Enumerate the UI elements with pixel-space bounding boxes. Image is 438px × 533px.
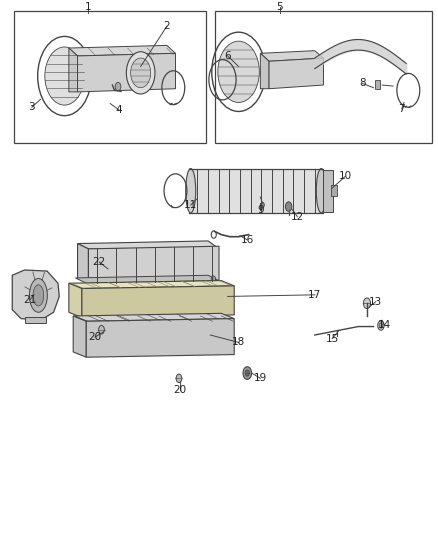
Text: 16: 16 xyxy=(240,235,254,245)
Text: 12: 12 xyxy=(291,212,304,222)
Bar xyxy=(188,168,323,213)
Polygon shape xyxy=(69,283,82,318)
Bar xyxy=(375,80,380,89)
Bar xyxy=(14,11,206,143)
Text: 2: 2 xyxy=(163,21,170,31)
Polygon shape xyxy=(82,286,234,318)
Ellipse shape xyxy=(131,58,151,87)
Text: 18: 18 xyxy=(232,337,245,348)
Text: 5: 5 xyxy=(277,2,283,12)
Ellipse shape xyxy=(115,83,121,91)
Polygon shape xyxy=(78,53,176,92)
Text: 15: 15 xyxy=(325,334,339,344)
Ellipse shape xyxy=(186,168,196,213)
Ellipse shape xyxy=(261,203,264,208)
Ellipse shape xyxy=(364,298,371,309)
Polygon shape xyxy=(260,51,323,61)
Text: 20: 20 xyxy=(173,385,187,395)
Text: 21: 21 xyxy=(23,295,36,305)
Bar xyxy=(323,169,333,212)
Polygon shape xyxy=(86,319,234,357)
Ellipse shape xyxy=(45,47,84,105)
Text: 10: 10 xyxy=(339,172,352,181)
Text: 22: 22 xyxy=(93,257,106,267)
Polygon shape xyxy=(78,244,88,283)
Text: 1: 1 xyxy=(85,2,92,12)
Ellipse shape xyxy=(126,52,155,94)
Text: 9: 9 xyxy=(257,205,264,215)
Ellipse shape xyxy=(316,168,326,213)
Text: 7: 7 xyxy=(399,104,405,114)
Polygon shape xyxy=(69,48,78,92)
Bar xyxy=(215,11,432,143)
Ellipse shape xyxy=(379,323,383,328)
Text: 3: 3 xyxy=(28,102,35,112)
Text: 8: 8 xyxy=(359,78,366,88)
Text: 17: 17 xyxy=(308,290,321,300)
Text: 14: 14 xyxy=(378,320,391,330)
Ellipse shape xyxy=(243,367,251,379)
Text: 6: 6 xyxy=(224,51,231,61)
Ellipse shape xyxy=(218,41,259,102)
Text: 11: 11 xyxy=(184,200,198,210)
Text: 13: 13 xyxy=(369,297,382,306)
Polygon shape xyxy=(260,53,269,88)
Polygon shape xyxy=(69,45,176,56)
Ellipse shape xyxy=(33,285,44,306)
Ellipse shape xyxy=(378,321,384,330)
Polygon shape xyxy=(88,246,219,283)
Ellipse shape xyxy=(99,326,104,334)
Polygon shape xyxy=(269,58,323,88)
Text: 20: 20 xyxy=(88,332,102,342)
Text: 4: 4 xyxy=(116,105,122,115)
Ellipse shape xyxy=(286,202,292,212)
Polygon shape xyxy=(69,280,234,288)
Ellipse shape xyxy=(211,276,215,282)
Polygon shape xyxy=(75,275,219,283)
Bar xyxy=(25,317,46,323)
Ellipse shape xyxy=(176,374,182,383)
Polygon shape xyxy=(12,270,59,320)
Polygon shape xyxy=(73,316,86,357)
Polygon shape xyxy=(78,241,219,249)
Ellipse shape xyxy=(29,278,47,312)
Polygon shape xyxy=(73,313,234,321)
Bar xyxy=(331,185,336,196)
Ellipse shape xyxy=(245,370,249,376)
Text: 19: 19 xyxy=(254,373,267,383)
